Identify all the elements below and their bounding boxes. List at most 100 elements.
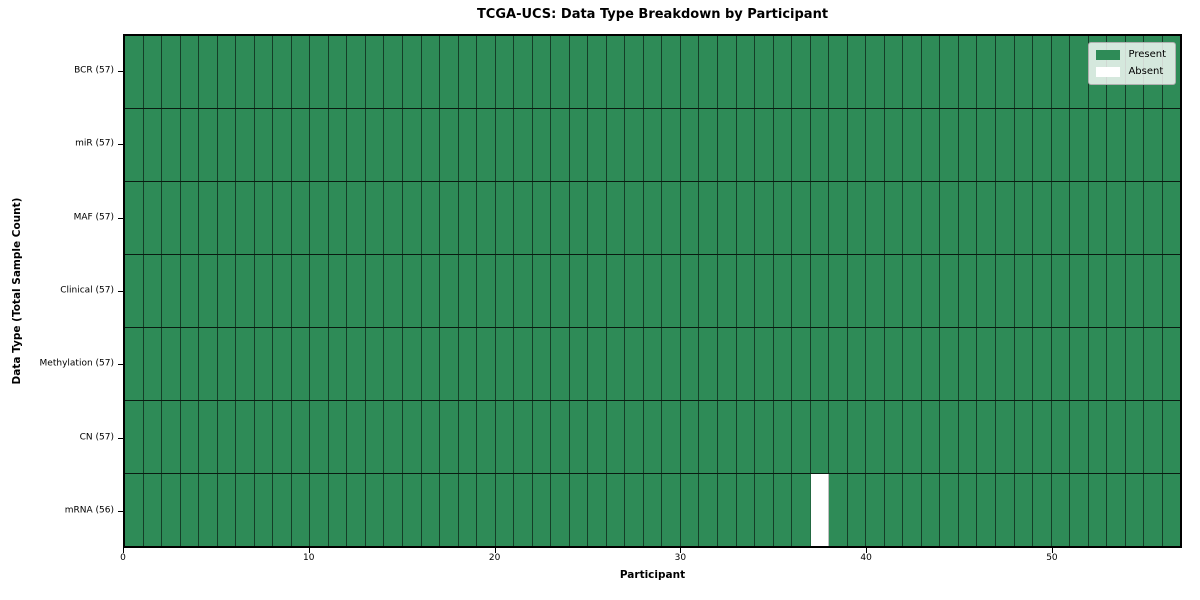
heatmap-cell [458,109,478,181]
legend: Present Absent [1088,42,1176,85]
heatmap-cell [606,36,626,108]
heatmap-cell [384,182,403,254]
heatmap-cell [162,255,181,327]
heatmap-cell [995,255,1015,327]
heatmap-cell [588,401,607,473]
heatmap-cell [532,328,552,400]
heatmap-cell [199,182,218,254]
heatmap-cell [792,401,811,473]
heatmap-cell [662,36,681,108]
heatmap-cell [662,182,681,254]
heatmap-cell [1125,401,1145,473]
heatmap-cell [755,36,774,108]
x-tick-label: 10 [303,553,315,563]
heatmap-cell [143,109,163,181]
heatmap-cell [199,401,218,473]
y-tick-label-MAF: MAF (57) [73,212,114,223]
heatmap-cell [810,36,830,108]
heatmap-cell [217,182,237,254]
heatmap-cell [477,36,496,108]
heatmap-cell [199,474,218,546]
heatmap-cell [643,36,663,108]
heatmap-cell [1014,109,1034,181]
heatmap-row-CN [125,401,1181,474]
heatmap-cell [514,109,533,181]
heatmap-cell [125,328,144,400]
heatmap-cell [477,255,496,327]
heatmap-cell [143,401,163,473]
heatmap-cell [569,474,589,546]
heatmap-row-Clinical [125,255,1181,328]
heatmap-cell [402,36,422,108]
heatmap-cell [1033,255,1052,327]
heatmap-cell [643,182,663,254]
heatmap-cell [1162,182,1181,254]
heatmap-cell [347,255,366,327]
y-tick-label-BCR: BCR (57) [74,65,114,76]
heatmap-cell [273,474,292,546]
heatmap-cell [495,328,515,400]
heatmap-cell [884,36,904,108]
heatmap-cell [977,109,996,181]
heatmap-cell [1088,401,1108,473]
heatmap-cell [310,36,329,108]
heatmap-cell [162,109,181,181]
heatmap-cell [643,474,663,546]
heatmap-cell [921,255,941,327]
heatmap-cell [958,255,978,327]
heatmap-cell [384,328,403,400]
heatmap-cell [718,182,737,254]
heatmap-cell [680,255,700,327]
heatmap-cell [847,182,867,254]
heatmap-cell [495,182,515,254]
heatmap-cell [458,401,478,473]
heatmap-cell [1051,401,1071,473]
heatmap-cell [402,474,422,546]
x-tick-mark [494,548,496,553]
heatmap-cell [125,401,144,473]
heatmap-cell [884,401,904,473]
heatmap-cell [1144,109,1163,181]
heatmap-cell [866,182,885,254]
heatmap-cell [588,109,607,181]
heatmap-cell [903,182,922,254]
heatmap-cell [958,182,978,254]
heatmap-cell [458,328,478,400]
heatmap-cell [421,328,441,400]
y-tick-label-Methylation: Methylation (57) [39,358,114,369]
heatmap-cell [384,36,403,108]
heatmap-cell [940,109,959,181]
heatmap-cell [829,328,848,400]
heatmap-cell [551,401,570,473]
heatmap-cell [1144,474,1163,546]
heatmap-row-mRNA [125,474,1181,546]
heatmap-cell [569,328,589,400]
heatmap-cell [495,401,515,473]
heatmap-cell [143,255,163,327]
heatmap-cell [792,182,811,254]
heatmap-cell [532,474,552,546]
heatmap-cell [977,328,996,400]
legend-item-present: Present [1096,49,1166,61]
heatmap-cell [810,401,830,473]
x-tick-mark [1051,548,1053,553]
heatmap-cell [217,401,237,473]
heatmap-cell [273,401,292,473]
heatmap-cell [625,109,644,181]
heatmap-cell [736,109,756,181]
heatmap-cell [347,328,366,400]
heatmap-cell [847,255,867,327]
heatmap-cell [606,474,626,546]
heatmap-cell [1088,182,1108,254]
heatmap-cell [1125,328,1145,400]
heatmap-cell [217,36,237,108]
heatmap-cell [866,328,885,400]
heatmap-cell [514,182,533,254]
heatmap-cell [477,328,496,400]
heatmap-cell [903,255,922,327]
heatmap-cell [699,109,718,181]
heatmap-cell [421,401,441,473]
heatmap-cell [921,401,941,473]
heatmap-cell [421,109,441,181]
